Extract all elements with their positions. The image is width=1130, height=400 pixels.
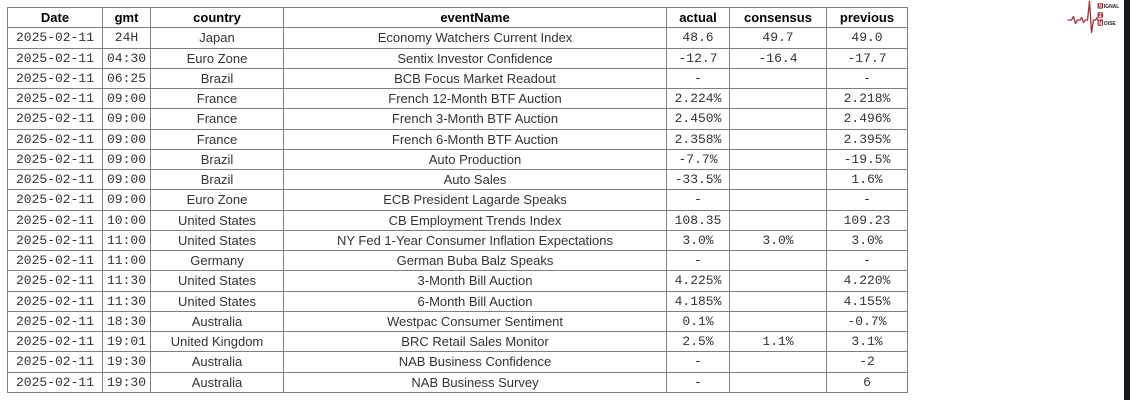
svg-text:S: S (1099, 4, 1103, 10)
svg-text:IGNAL: IGNAL (1104, 4, 1120, 10)
svg-text:N: N (1098, 21, 1102, 27)
svg-text:2: 2 (1099, 13, 1102, 19)
svg-text:OISE: OISE (1104, 21, 1117, 27)
